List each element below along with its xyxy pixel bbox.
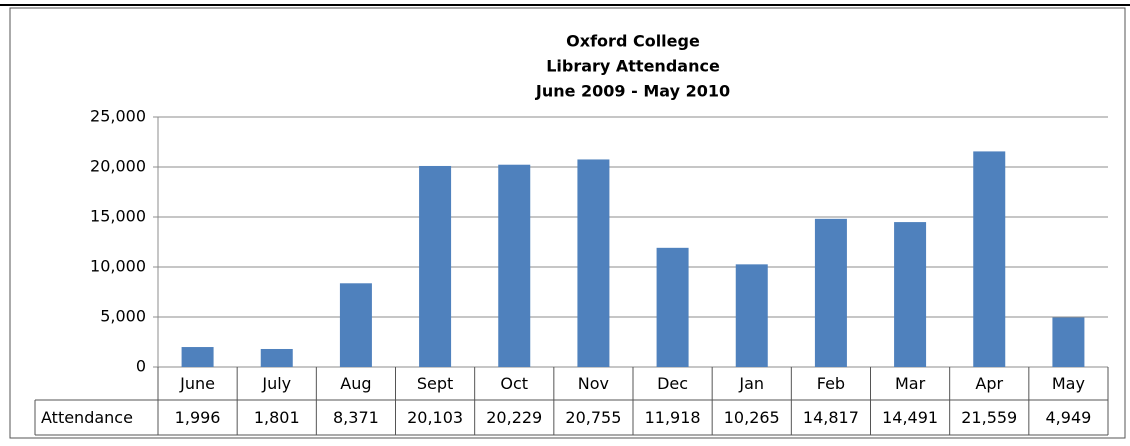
value-label: 4,949 xyxy=(1046,408,1092,427)
bar xyxy=(339,283,372,367)
series-name: Attendance xyxy=(41,408,133,427)
value-label: 20,229 xyxy=(486,408,542,427)
y-tick-label: 10,000 xyxy=(90,257,146,276)
bar xyxy=(181,347,214,367)
x-tick-label: June xyxy=(179,374,215,393)
value-label: 1,801 xyxy=(254,408,300,427)
x-tick-label: Aug xyxy=(340,374,371,393)
x-tick-label: Oct xyxy=(500,374,528,393)
x-tick-label: May xyxy=(1052,374,1085,393)
x-tick-label: Feb xyxy=(817,374,845,393)
value-label: 10,265 xyxy=(724,408,780,427)
bar xyxy=(735,264,768,367)
value-label: 21,559 xyxy=(961,408,1017,427)
bar xyxy=(656,247,689,367)
bar xyxy=(577,159,610,367)
bar xyxy=(1052,317,1085,367)
chart-border xyxy=(9,7,1126,439)
value-label: 20,103 xyxy=(407,408,463,427)
value-label: 11,918 xyxy=(645,408,701,427)
value-label: 8,371 xyxy=(333,408,379,427)
value-label: 20,755 xyxy=(565,408,621,427)
y-tick-label: 15,000 xyxy=(90,207,146,226)
x-tick-label: Dec xyxy=(657,374,688,393)
bar xyxy=(814,218,847,367)
x-tick-label: Nov xyxy=(578,374,609,393)
bar xyxy=(973,151,1006,367)
x-tick-label: Sept xyxy=(417,374,453,393)
y-tick-label: 25,000 xyxy=(90,107,146,126)
x-tick-label: July xyxy=(261,374,291,393)
y-tick-label: 5,000 xyxy=(100,307,146,326)
chart-title: June 2009 - May 2010 xyxy=(535,82,730,101)
bar xyxy=(419,165,452,367)
value-label: 14,817 xyxy=(803,408,859,427)
value-label: 1,996 xyxy=(175,408,221,427)
x-tick-label: Jan xyxy=(738,374,764,393)
x-tick-label: Apr xyxy=(975,374,1003,393)
bar xyxy=(894,222,927,367)
chart-title: Oxford College xyxy=(566,32,700,51)
value-label: 14,491 xyxy=(882,408,938,427)
y-tick-label: 20,000 xyxy=(90,157,146,176)
x-tick-label: Mar xyxy=(895,374,926,393)
bar xyxy=(260,348,293,367)
bar xyxy=(498,164,531,367)
chart-title: Library Attendance xyxy=(546,57,720,76)
y-tick-label: 0 xyxy=(136,357,146,376)
